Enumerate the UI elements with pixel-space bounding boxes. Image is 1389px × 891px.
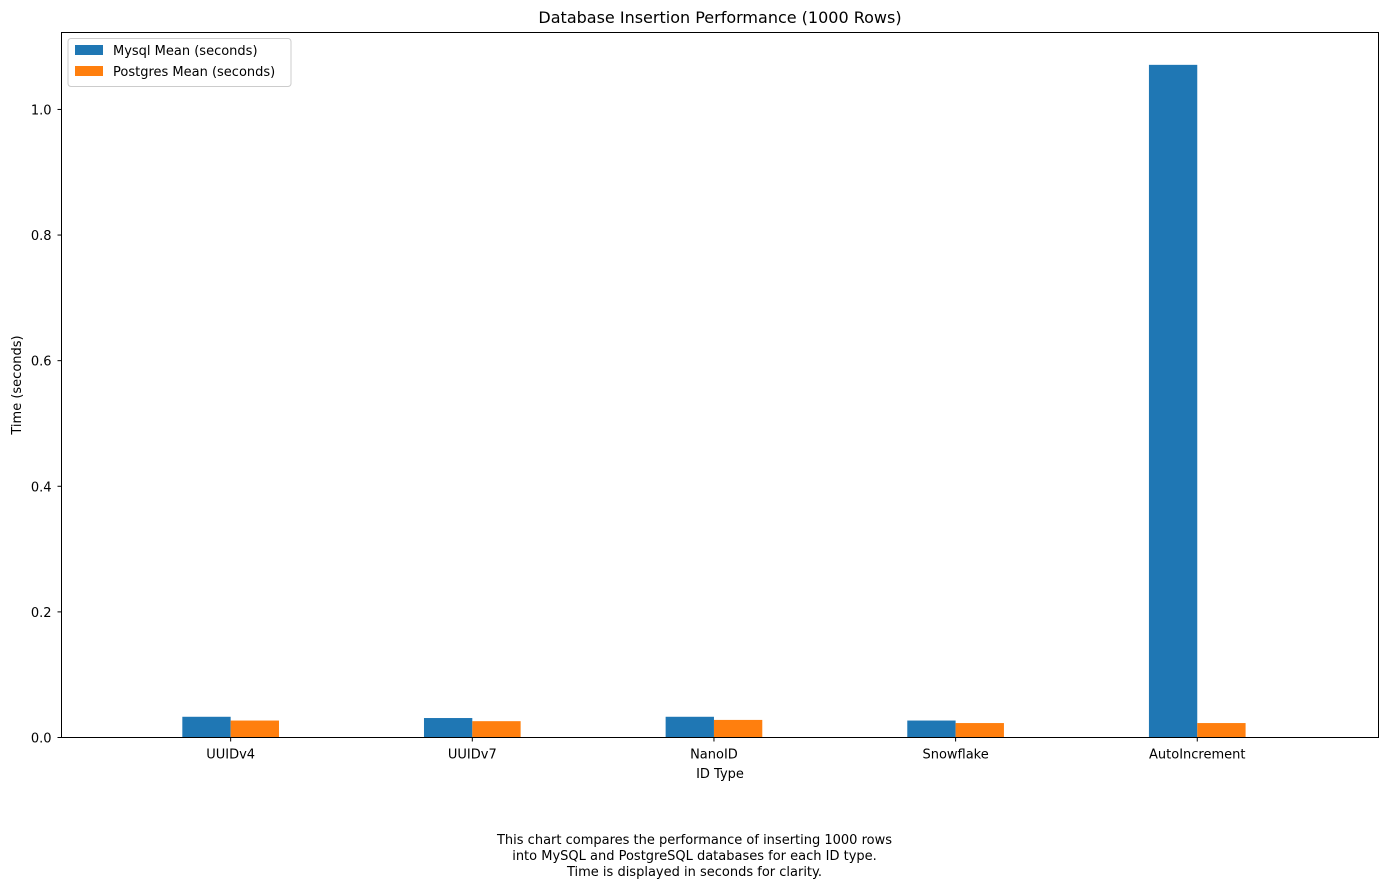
legend-label-postgres: Postgres Mean (seconds)	[113, 65, 275, 80]
x-tick-label: UUIDv4	[206, 748, 255, 763]
bar-postgres-uuidv7	[472, 721, 521, 738]
chart-caption: This chart compares the performance of i…	[0, 833, 1389, 881]
x-tick-label: UUIDv7	[448, 748, 497, 763]
legend-box	[67, 38, 292, 87]
legend-swatch-postgres	[75, 66, 103, 76]
bar-mysql-uuidv4	[182, 716, 231, 738]
chart-title: Database Insertion Performance (1000 Row…	[538, 8, 901, 27]
x-axis-ticks: UUIDv4 UUIDv7 NanoID Snowflake AutoIncrement	[206, 737, 1245, 763]
y-tick-label: 0.8	[31, 229, 52, 244]
x-axis-label: ID Type	[696, 767, 744, 782]
plot-area-frame	[61, 32, 1379, 738]
x-tick-label: Snowflake	[922, 748, 988, 763]
caption-line: Time is displayed in seconds for clarity…	[566, 865, 823, 880]
x-tick-label: NanoID	[690, 748, 738, 763]
bar-postgres-nanoid	[713, 719, 763, 738]
legend-swatch-mysql	[75, 45, 103, 55]
caption-line: This chart compares the performance of i…	[496, 833, 893, 848]
bar-postgres-autoincrement	[1197, 723, 1246, 738]
y-tick-label: 0.4	[31, 480, 52, 495]
y-tick-label: 0.0	[31, 732, 52, 747]
y-axis-label: Time (seconds)	[10, 335, 25, 435]
bar-postgres-uuidv4	[230, 720, 279, 738]
y-axis-ticks: 0.0 0.2 0.4 0.6 0.8 1.0	[31, 103, 62, 747]
bars-layer	[182, 64, 1246, 738]
legend: Mysql Mean (seconds) Postgres Mean (seco…	[67, 38, 292, 87]
legend-label-mysql: Mysql Mean (seconds)	[113, 44, 258, 59]
bar-postgres-snowflake	[955, 723, 1004, 738]
bar-mysql-autoincrement	[1148, 64, 1198, 738]
y-tick-label: 1.0	[31, 103, 52, 118]
bar-mysql-snowflake	[907, 720, 956, 738]
x-tick-label: AutoIncrement	[1149, 748, 1245, 763]
y-tick-label: 0.6	[31, 355, 52, 370]
caption-line: into MySQL and PostgreSQL databases for …	[512, 849, 877, 864]
bar-mysql-nanoid	[665, 716, 714, 738]
y-tick-label: 0.2	[31, 606, 52, 621]
bar-mysql-uuidv7	[423, 718, 473, 738]
